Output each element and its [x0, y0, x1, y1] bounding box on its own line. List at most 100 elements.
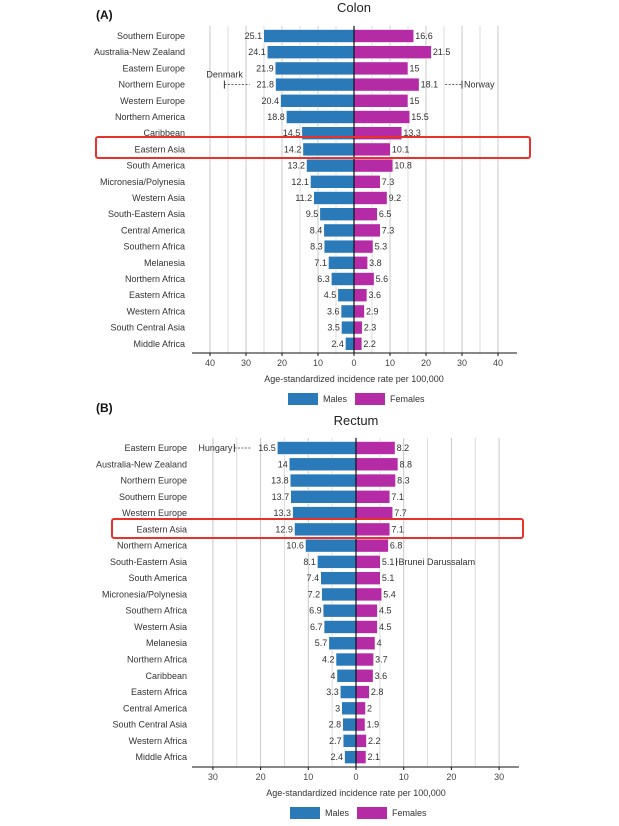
data-label-males: 16.5 — [258, 443, 276, 453]
bar-males — [263, 29, 355, 43]
bar-males — [328, 636, 357, 651]
bar-females — [353, 158, 394, 173]
data-label-females: 7.3 — [382, 225, 395, 235]
data-label-females: 21.5 — [433, 47, 451, 57]
x-tick-label: 20 — [277, 358, 287, 368]
category-label: Northern Africa — [125, 274, 185, 284]
bar-females — [353, 239, 374, 254]
data-label-males: 7.2 — [308, 589, 321, 599]
chart-title: Colon — [337, 0, 371, 15]
category-label: Melanesia — [144, 258, 185, 268]
data-label-males: 12.1 — [291, 177, 309, 187]
data-label-females: 10.1 — [392, 144, 410, 154]
data-label-males: 14.2 — [284, 144, 302, 154]
bar-females — [353, 110, 411, 124]
bar-males — [323, 223, 355, 238]
data-label-females: 7.3 — [382, 177, 395, 187]
bar-females — [353, 320, 363, 335]
data-label-females: 7.1 — [391, 524, 404, 534]
data-label-males: 4.2 — [322, 655, 335, 665]
data-label-males: 5.7 — [315, 638, 328, 648]
data-label-males: 14.5 — [283, 128, 301, 138]
data-label-males: 6.7 — [310, 622, 323, 632]
data-label-females: 2.9 — [366, 306, 379, 316]
data-label-females: 10.8 — [394, 161, 412, 171]
data-label-females: 2 — [367, 703, 372, 713]
bar-males — [305, 538, 357, 553]
data-label-males: 14 — [278, 459, 288, 469]
x-tick-label: 20 — [256, 772, 266, 782]
data-label-females: 5.6 — [376, 274, 389, 284]
bar-males — [289, 473, 357, 488]
category-label: Western Africa — [129, 736, 187, 746]
chart-panel-rectum: (B) Rectum Eastern Europe 16.5 8.2 Australia-… — [96, 401, 524, 819]
highlight-box — [111, 518, 524, 539]
category-label: Northern Europe — [118, 80, 185, 90]
x-tick-label: 40 — [205, 358, 215, 368]
category-label: Central America — [123, 703, 187, 713]
data-label-males: 7.4 — [307, 573, 320, 583]
bar-males — [342, 717, 357, 732]
bar-males — [317, 555, 357, 569]
category-label: South Central Asia — [112, 720, 187, 730]
data-label-males: 20.4 — [262, 96, 280, 106]
bar-females — [355, 473, 396, 488]
bar-males — [275, 77, 355, 92]
bar-males — [276, 441, 357, 455]
data-label-males: 25.1 — [245, 31, 263, 41]
bar-females — [355, 490, 391, 504]
category-label: South-Eastern Asia — [108, 209, 185, 219]
category-label: Australia-New Zealand — [94, 47, 185, 57]
bar-females — [355, 701, 366, 716]
bar-females — [355, 457, 399, 472]
data-label-males: 3.3 — [326, 687, 339, 697]
category-label: South America — [128, 573, 187, 583]
legend-swatch-males — [290, 807, 320, 819]
category-label: Middle Africa — [133, 339, 185, 349]
data-label-females: 7.7 — [394, 508, 407, 518]
data-label-females: 3.6 — [375, 671, 388, 681]
bar-females — [353, 191, 388, 205]
data-label-females: 2.3 — [364, 323, 377, 333]
x-tick-label: 20 — [421, 358, 431, 368]
bar-males — [292, 506, 357, 520]
chart-title: Rectum — [334, 413, 379, 428]
data-label-males: 13.3 — [274, 508, 292, 518]
data-label-males: 12.9 — [275, 524, 293, 534]
legend-label-females: Females — [392, 808, 427, 818]
data-label-females: 8.8 — [399, 459, 412, 469]
bar-males — [313, 191, 355, 205]
bar-males — [320, 571, 357, 585]
bar-males — [286, 110, 355, 124]
category-label: Southern Europe — [119, 492, 187, 502]
bar-females — [355, 555, 381, 569]
category-label: Southern Europe — [117, 31, 185, 41]
x-axis-label: Age-standardized incidence rate per 100,… — [264, 374, 444, 384]
x-tick-label: 0 — [351, 358, 356, 368]
x-tick-label: 10 — [385, 358, 395, 368]
category-label: Western Africa — [127, 306, 185, 316]
data-label-females: 16.6 — [415, 31, 433, 41]
x-tick-label: 10 — [303, 772, 313, 782]
data-label-males: 4 — [330, 671, 335, 681]
data-label-females: 2.8 — [371, 687, 384, 697]
bar-males — [336, 668, 357, 683]
highlight-box — [95, 136, 531, 159]
bar-females — [353, 255, 368, 270]
bar-females — [353, 77, 420, 92]
data-label-males: 13.8 — [271, 476, 289, 486]
x-tick-label: 0 — [353, 772, 358, 782]
data-label-males: 2.7 — [329, 736, 342, 746]
category-label: Australia-New Zealand — [96, 459, 187, 469]
data-label-females: 2.2 — [363, 339, 376, 349]
bar-males — [288, 457, 357, 472]
bar-females — [353, 272, 375, 286]
data-label-females: 15 — [410, 96, 420, 106]
bar-males — [306, 158, 355, 173]
bar-males — [342, 734, 357, 748]
bar-males — [321, 587, 357, 602]
category-label: Southern Africa — [123, 242, 185, 252]
x-tick-label: 30 — [208, 772, 218, 782]
legend: Males Females — [288, 393, 425, 405]
data-label-males: 8.3 — [310, 242, 323, 252]
